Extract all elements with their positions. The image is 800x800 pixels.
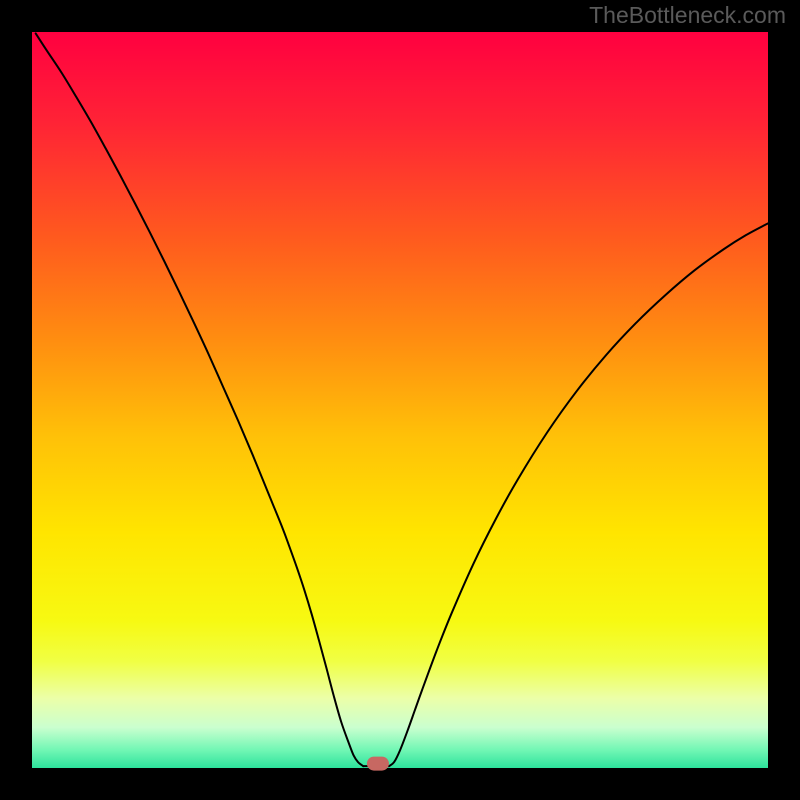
- chart-svg: [0, 0, 800, 800]
- optimum-marker: [367, 757, 389, 771]
- plot-background: [32, 32, 768, 768]
- chart-stage: TheBottleneck.com: [0, 0, 800, 800]
